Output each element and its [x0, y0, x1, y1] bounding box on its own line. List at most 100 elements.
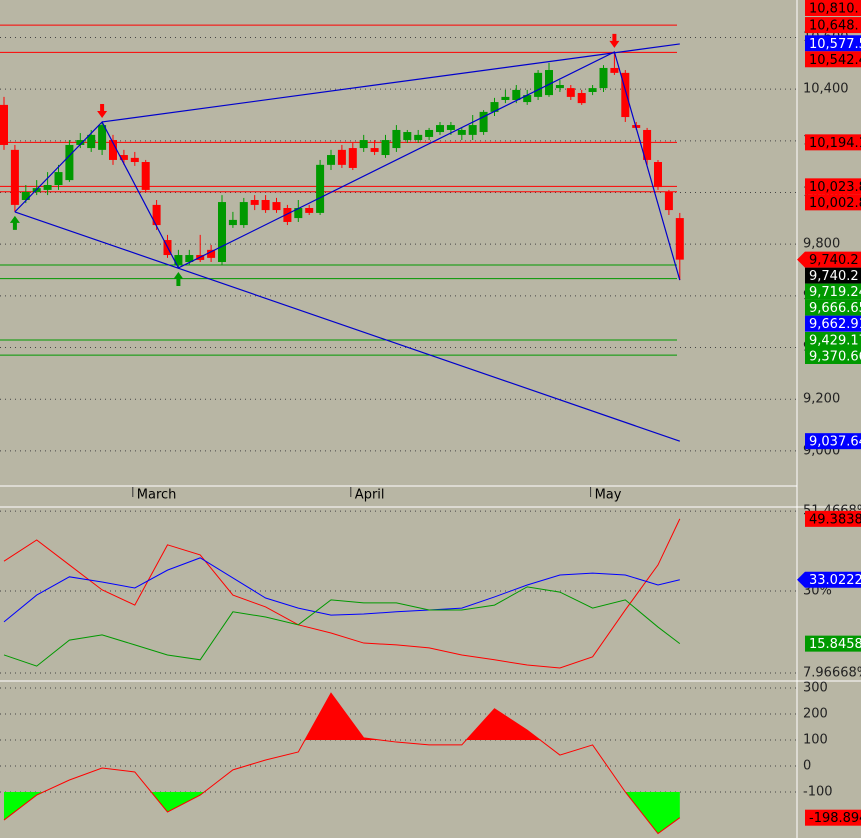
candle-body: [392, 129, 401, 149]
level-label: 9,666.65: [809, 301, 861, 316]
buy-arrow: [9, 215, 20, 230]
candle-body: [130, 157, 139, 163]
level-label: 9,370.66: [809, 349, 861, 364]
level-label-box: [805, 178, 861, 195]
candle-body: [381, 140, 390, 156]
candle-body: [664, 191, 673, 211]
level-label: 9,037.64: [809, 435, 861, 450]
level-label-box: [805, 51, 861, 68]
last-value-label: 33.0222: [809, 573, 861, 588]
level-label: 10,577.5: [809, 37, 861, 52]
level-label: 10,648.: [809, 19, 859, 34]
candle-body: [555, 85, 564, 89]
candle-body: [523, 95, 532, 103]
candle-body: [141, 162, 150, 190]
indicator-line: [3, 518, 681, 669]
level-label: 10,810.: [809, 2, 859, 17]
candle-body: [250, 199, 259, 205]
buy-arrow: [173, 271, 184, 286]
indicator-line: [3, 692, 681, 835]
level-label: 9,740.2: [809, 253, 859, 268]
candle-body: [174, 255, 183, 266]
y-tick-label: 9,200: [803, 392, 840, 407]
candle-body: [261, 199, 270, 211]
sell-arrow: [609, 33, 620, 48]
candle-body: [185, 255, 194, 263]
candle-body: [207, 249, 216, 258]
candle-body: [218, 202, 226, 263]
candle-body: [327, 155, 335, 165]
candle-body: [490, 102, 499, 112]
trend-line: [14, 211, 680, 442]
trend-line: [102, 43, 680, 123]
indicator-line: [3, 586, 681, 667]
candle-body: [675, 218, 684, 260]
level-label-box: [805, 0, 861, 16]
y-tick-label: 200: [803, 706, 828, 721]
candle-body: [610, 67, 619, 73]
candle-body: [43, 185, 52, 190]
level-label: 10,002.8: [809, 196, 861, 211]
candle-body: [294, 208, 303, 219]
candle-body: [316, 164, 325, 213]
candle-body: [436, 125, 444, 133]
candle-body: [119, 155, 128, 160]
candle-body: [10, 149, 19, 205]
fill-below: [4, 791, 680, 834]
candle-body: [545, 70, 553, 96]
candle-body: [534, 72, 543, 97]
level-label-box: [805, 347, 861, 364]
level-label: 9,719.24: [809, 285, 861, 300]
level-label-box: [805, 315, 861, 332]
y-tick-label: 0: [803, 758, 811, 773]
last-value-label-box: [805, 809, 861, 826]
candle-body: [414, 134, 423, 141]
candle-body: [109, 140, 117, 160]
last-value-label-box: [805, 635, 861, 652]
level-label-box: [805, 194, 861, 211]
candle-body: [228, 219, 237, 226]
month-label: April: [355, 488, 385, 503]
candle-body: [54, 172, 63, 186]
level-label: 9,740.2: [809, 269, 859, 284]
candle-body: [0, 104, 8, 145]
level-label-box: [805, 283, 861, 300]
candle-body: [588, 88, 597, 92]
level-label-box: [797, 251, 861, 268]
indicator-line: [3, 557, 680, 623]
candle-body: [76, 140, 85, 145]
y-tick-label: 10,400: [803, 82, 849, 97]
candle-body: [337, 149, 346, 165]
level-label-box: [805, 299, 861, 316]
candle-body: [152, 204, 161, 226]
month-label: May: [595, 488, 622, 503]
y-tick-label: -100: [803, 784, 833, 799]
candle-body: [621, 72, 630, 118]
level-label: 10,542.4: [809, 53, 861, 68]
level-label-box: [805, 267, 861, 284]
level-label-box: [805, 433, 861, 450]
candle-body: [446, 125, 455, 130]
candle-body: [87, 134, 96, 149]
candle-body: [239, 202, 248, 226]
y-tick-label: 100: [803, 732, 828, 747]
y-tick-label: 7.96668%: [803, 665, 861, 680]
candle-body: [359, 140, 368, 149]
candle-body: [654, 162, 662, 188]
last-value-label: 49.3838: [809, 512, 861, 527]
candle-body: [65, 144, 74, 181]
level-label-box: [805, 35, 861, 52]
level-label-box: [805, 134, 861, 151]
candle-body: [566, 88, 575, 97]
last-value-label: -198.894: [809, 811, 861, 826]
candle-body: [577, 93, 586, 104]
candle-body: [370, 148, 379, 152]
last-value-label-box: [797, 571, 861, 588]
candle-body: [643, 129, 652, 160]
candle-body: [468, 125, 477, 135]
fill-above: [4, 693, 680, 740]
level-label: 9,662.91: [809, 317, 861, 332]
candle-body: [403, 132, 412, 141]
last-value-label: 15.8458: [809, 637, 861, 652]
